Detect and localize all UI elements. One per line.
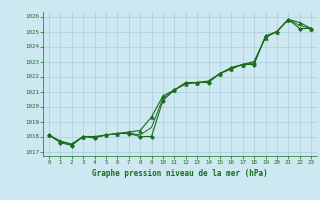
X-axis label: Graphe pression niveau de la mer (hPa): Graphe pression niveau de la mer (hPa) — [92, 169, 268, 178]
